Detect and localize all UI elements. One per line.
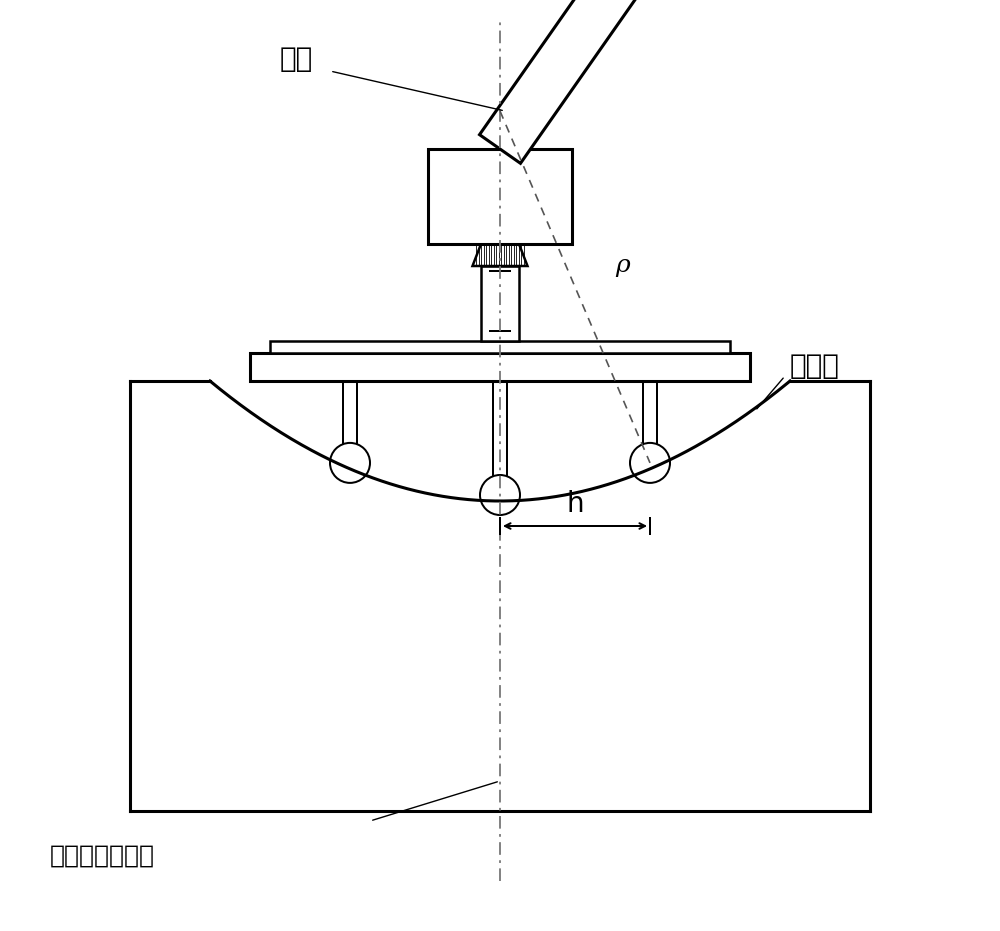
Text: ρ: ρ xyxy=(615,254,630,277)
Bar xyxy=(270,341,730,353)
Polygon shape xyxy=(480,0,670,163)
Bar xyxy=(428,149,572,244)
Bar xyxy=(481,266,519,341)
Text: h: h xyxy=(566,490,584,518)
Circle shape xyxy=(630,443,670,483)
Text: 光轴（对称轴）: 光轴（对称轴） xyxy=(50,844,155,868)
Circle shape xyxy=(480,475,520,515)
Circle shape xyxy=(330,443,370,483)
Text: 球心: 球心 xyxy=(280,45,313,73)
Text: 球面镜: 球面镜 xyxy=(790,352,840,380)
Bar xyxy=(250,353,750,381)
Polygon shape xyxy=(472,244,528,266)
